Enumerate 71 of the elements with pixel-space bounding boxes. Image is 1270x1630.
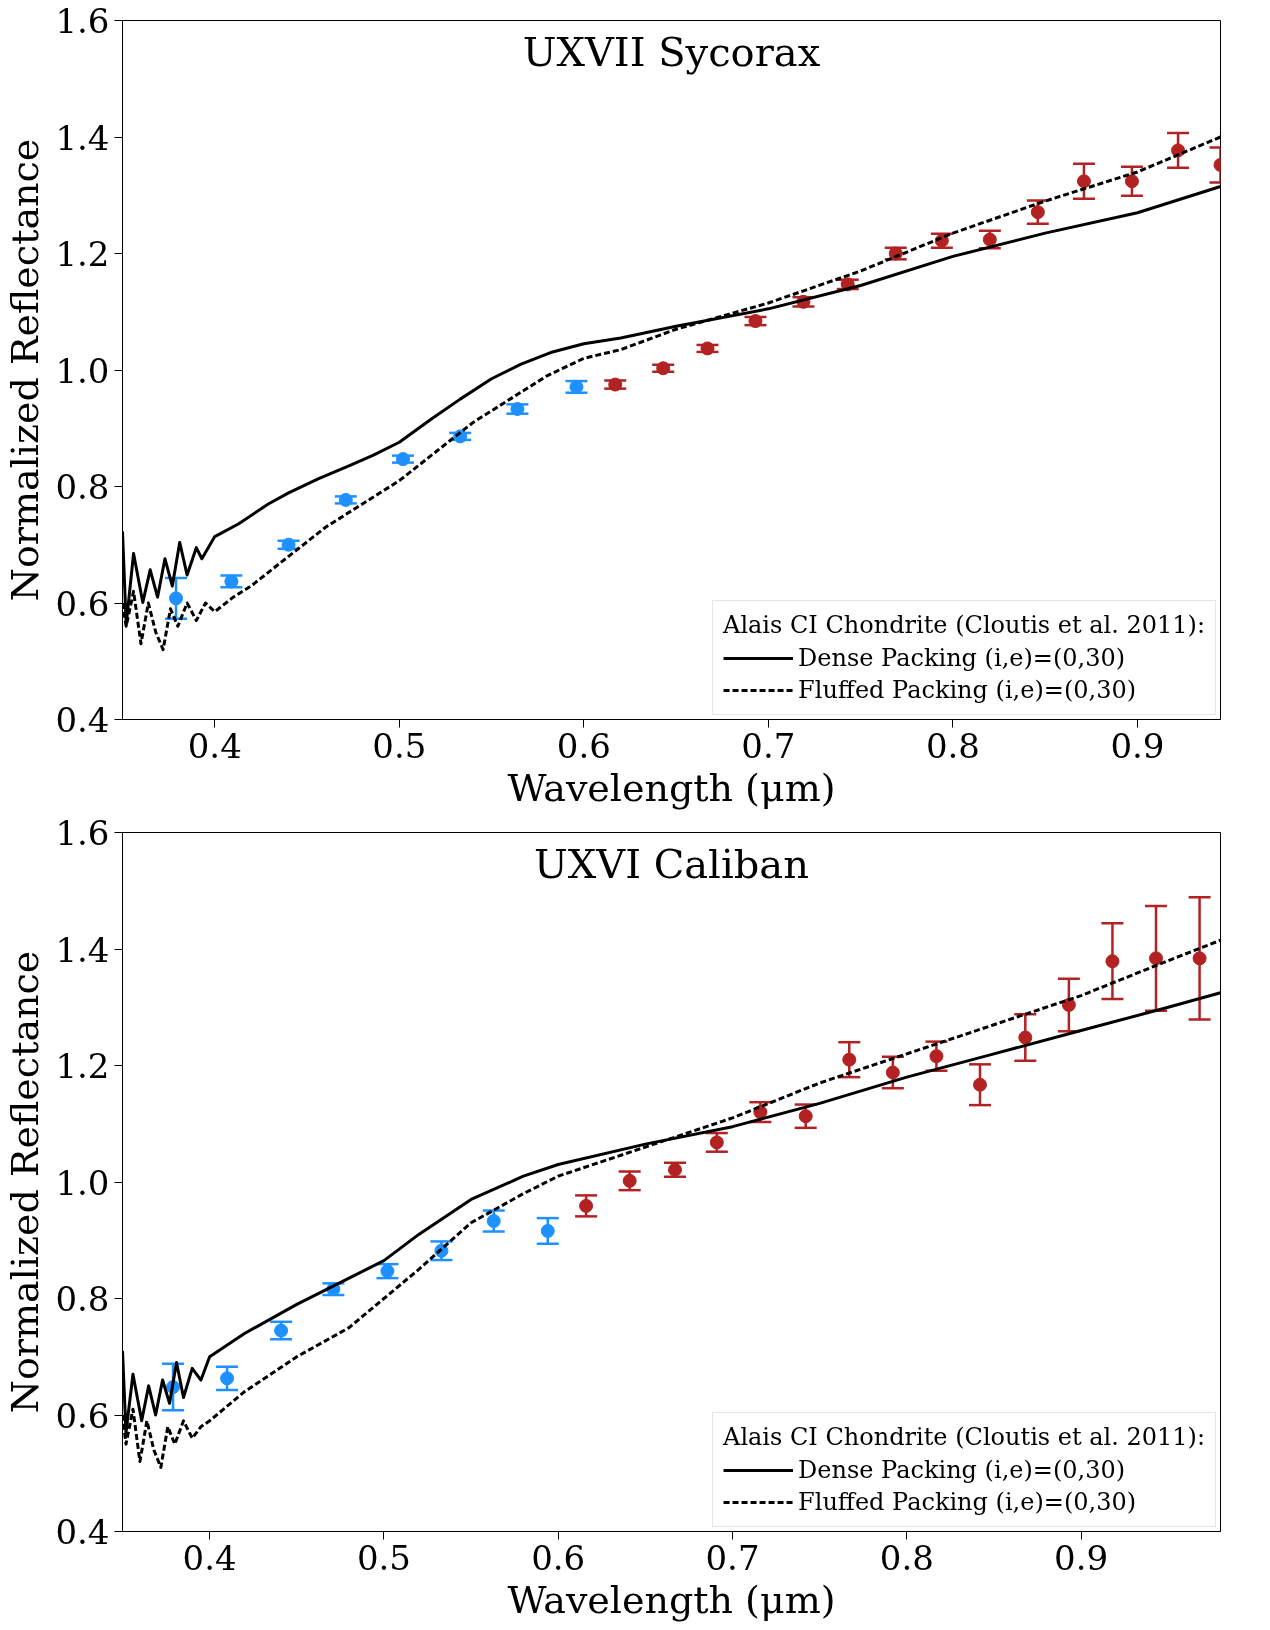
x-axis-title: Wavelength (μm) xyxy=(507,765,836,810)
point xyxy=(1018,1030,1033,1045)
y-tick-label: 1.0 xyxy=(55,1162,110,1203)
point xyxy=(1076,174,1091,189)
chart-title: UXVI Caliban xyxy=(534,840,809,887)
point xyxy=(656,361,671,376)
y-axis-title: Normalized Reflectance xyxy=(3,138,48,602)
point xyxy=(842,1052,857,1067)
x-axis-title: Wavelength (μm) xyxy=(507,1577,836,1622)
point xyxy=(486,1214,501,1229)
y-tick-label: 0.6 xyxy=(55,1395,110,1436)
x-tick-label: 0.5 xyxy=(372,725,427,766)
point xyxy=(281,537,296,552)
x-tick-label: 0.5 xyxy=(356,1537,411,1578)
y-tick-label: 1.6 xyxy=(55,1,110,41)
x-tick-label: 0.4 xyxy=(182,1537,237,1578)
y-tick-label: 1.4 xyxy=(55,117,110,158)
x-tick-label: 0.9 xyxy=(1110,725,1165,766)
point xyxy=(380,1264,395,1279)
point xyxy=(982,232,997,247)
point xyxy=(798,1109,813,1124)
point xyxy=(569,379,584,394)
legend-title: Alais CI Chondrite (Cloutis et al. 2011): xyxy=(723,611,1205,639)
y-tick-label: 0.4 xyxy=(55,700,110,740)
point xyxy=(540,1223,555,1238)
y-tick-label: 1.2 xyxy=(55,1046,110,1086)
y-tick-label: 0.4 xyxy=(55,1512,110,1552)
x-tick-label: 0.6 xyxy=(531,1537,586,1578)
point xyxy=(608,377,623,392)
point xyxy=(700,341,715,356)
y-tick-label: 1.0 xyxy=(55,350,110,391)
point xyxy=(622,1173,637,1188)
legend-label: Dense Packing (i,e)=(0,30) xyxy=(798,644,1126,672)
point xyxy=(220,1371,235,1386)
y-tick-label: 0.8 xyxy=(55,467,110,507)
point xyxy=(972,1077,987,1092)
point xyxy=(885,1065,900,1080)
y-axis-title: Normalized Reflectance xyxy=(3,950,48,1414)
point xyxy=(1192,951,1207,966)
point xyxy=(396,452,410,467)
x-tick-label: 0.9 xyxy=(1054,1537,1109,1578)
point xyxy=(224,574,239,589)
y-tick-label: 1.4 xyxy=(55,929,110,970)
x-tick-label: 0.8 xyxy=(879,1537,934,1578)
y-tick-label: 0.8 xyxy=(55,1279,110,1319)
x-tick-label: 0.7 xyxy=(705,1537,760,1578)
x-tick-label: 0.7 xyxy=(741,725,796,766)
point xyxy=(1030,205,1045,220)
point xyxy=(169,591,184,606)
point xyxy=(929,1049,944,1064)
y-tick-label: 1.6 xyxy=(55,813,110,853)
point xyxy=(510,402,525,417)
point xyxy=(1124,174,1139,189)
y-tick-label: 1.2 xyxy=(55,234,110,274)
legend-label: Fluffed Packing (i,e)=(0,30) xyxy=(798,1488,1137,1516)
x-tick-label: 0.6 xyxy=(556,725,611,766)
legend-label: Dense Packing (i,e)=(0,30) xyxy=(798,1456,1126,1484)
point xyxy=(709,1135,724,1150)
chart-title: UXVII Sycorax xyxy=(522,28,821,75)
point xyxy=(338,492,353,507)
y-tick-label: 0.6 xyxy=(55,583,110,624)
point xyxy=(274,1323,289,1338)
point xyxy=(1105,954,1120,969)
legend-label: Fluffed Packing (i,e)=(0,30) xyxy=(798,676,1137,704)
point xyxy=(748,314,763,329)
legend-title: Alais CI Chondrite (Cloutis et al. 2011): xyxy=(723,1423,1205,1451)
x-tick-label: 0.4 xyxy=(187,725,242,766)
point xyxy=(1149,951,1164,966)
point xyxy=(667,1162,682,1177)
x-tick-label: 0.8 xyxy=(925,725,980,766)
point xyxy=(579,1198,594,1213)
